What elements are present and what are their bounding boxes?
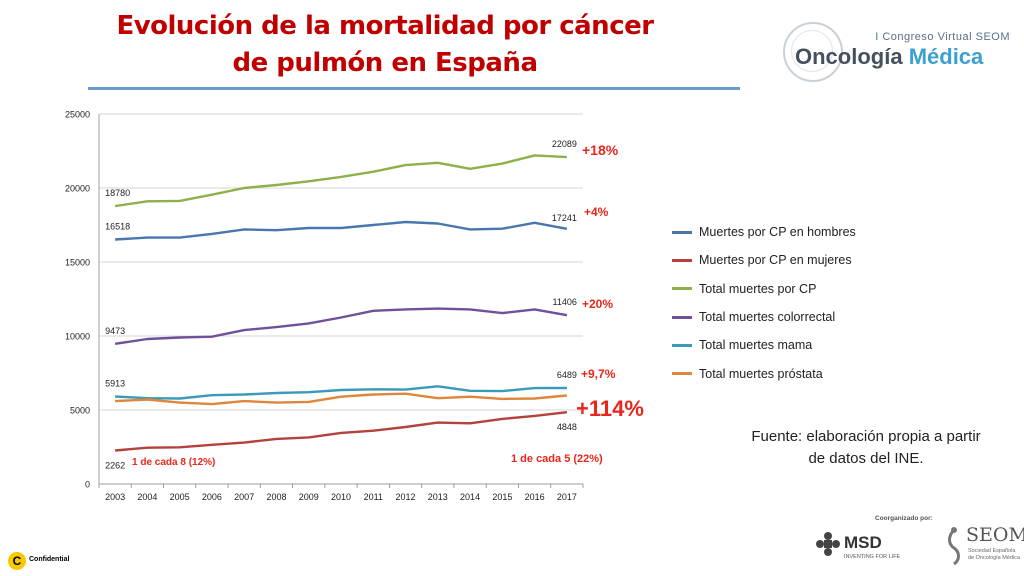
- congress-brand: Oncología Médica: [795, 44, 983, 70]
- y-tick-label: 10000: [65, 332, 90, 342]
- chart-gridlines: [99, 113, 583, 485]
- annotation-hombres: +4%: [584, 205, 609, 219]
- legend-item: Muertes por CP en mujeres: [672, 246, 856, 274]
- seom-logo: SEOM Sociedad Española de Oncología Médi…: [940, 522, 1024, 572]
- x-tick-label: 2008: [266, 492, 286, 502]
- msd-mark-icon: [816, 532, 840, 556]
- legend-item: Total muertes por CP: [672, 275, 856, 303]
- seom-name: SEOM: [966, 524, 1024, 546]
- series-line-total_cp: [114, 154, 567, 208]
- series-line-mujeres: [114, 411, 568, 452]
- data-label: 2262: [105, 461, 125, 471]
- data-label: 11406: [553, 297, 577, 307]
- y-axis: 0 5000 10000 15000 20000 25000: [65, 110, 100, 490]
- series-line-colorrectal: [114, 307, 568, 345]
- data-label: 5913: [105, 378, 125, 388]
- chart-series: [114, 154, 568, 452]
- msd-name: MSD: [844, 533, 882, 552]
- x-tick-label: 2012: [396, 492, 416, 502]
- brand-oncologia: Oncología: [795, 44, 903, 69]
- confidential-icon: C: [8, 552, 26, 570]
- legend-swatch: [672, 287, 692, 291]
- legend-label: Muertes por CP en mujeres: [699, 253, 852, 268]
- logo-ring-inner: [791, 30, 833, 72]
- x-tick-label: 2007: [234, 492, 254, 502]
- annotation-total-cp: +18%: [582, 142, 619, 158]
- x-tick-label: 2017: [557, 492, 577, 502]
- annotation-ratio-2003: 1 de cada 8 (12%): [132, 457, 215, 468]
- x-tick-label: 2009: [299, 492, 319, 502]
- source-line-2: de datos del INE.: [808, 450, 924, 467]
- x-tick-label: 2015: [492, 492, 512, 502]
- title-underline: [88, 87, 740, 90]
- legend-label: Total muertes por CP: [699, 281, 817, 296]
- data-label: 4848: [557, 422, 577, 432]
- chart-data-labels: 18780 16518 9473 5913 2262 22089 17241 11406 648…: [105, 139, 577, 470]
- y-tick-label: 5000: [70, 406, 90, 416]
- legend-label: Total muertes próstata: [699, 366, 823, 381]
- msd-tagline: INVENTING FOR LIFE: [844, 554, 901, 560]
- data-label: 9473: [105, 326, 125, 336]
- chart-annotations: +18% +4% +20% +9,7% +114% 1 de cada 8 (1…: [132, 142, 644, 468]
- annotation-colorrectal: +20%: [582, 297, 613, 311]
- legend-label: Total muertes mama: [699, 338, 813, 353]
- annotation-mama: +9,7%: [581, 367, 616, 381]
- series-line-hombres: [115, 220, 568, 241]
- legend-swatch: [672, 230, 692, 234]
- legend-item: Total muertes próstata: [672, 359, 856, 387]
- x-tick-label: 2005: [170, 492, 190, 502]
- annotation-mujeres: +114%: [576, 396, 644, 421]
- congress-name: I Congreso Virtual SEOM: [875, 31, 1010, 43]
- legend-label: Total muertes colorrectal: [699, 310, 836, 325]
- title-line-1: Evolución de la mortalidad por cáncer: [116, 11, 654, 41]
- msd-logo: MSD INVENTING FOR LIFE: [812, 528, 904, 568]
- data-label: 18780: [105, 188, 130, 198]
- legend-item: Total muertes mama: [672, 331, 856, 359]
- brand-medica: Médica: [908, 44, 984, 69]
- chart-legend: Muertes por CP en hombres Muertes por CP…: [672, 218, 856, 388]
- source-line-1: Fuente: elaboración propia a partir: [751, 428, 981, 445]
- coorganized-label: Coorganizado por:: [875, 515, 933, 522]
- x-tick-label: 2004: [137, 492, 157, 502]
- legend-swatch: [672, 258, 692, 262]
- data-label: 6489: [557, 370, 577, 380]
- y-tick-label: 20000: [65, 184, 90, 194]
- x-axis: 2003 2004 2005 2006 2007 2008 2009 2010 2011 2012…: [98, 483, 584, 502]
- series-line-prostata: [115, 392, 568, 406]
- x-tick-label: 2013: [428, 492, 448, 502]
- legend-label: Muertes por CP en hombres: [699, 225, 856, 240]
- x-tick-label: 2010: [331, 492, 351, 502]
- legend-item: Muertes por CP en hombres: [672, 218, 856, 246]
- data-label: 17241: [552, 213, 577, 223]
- confidential-badge: C Confidential: [4, 550, 94, 574]
- y-tick-label: 25000: [65, 110, 90, 120]
- legend-swatch: [672, 315, 692, 319]
- annotation-ratio-2017: 1 de cada 5 (22%): [511, 453, 603, 465]
- x-tick-label: 2006: [202, 492, 222, 502]
- data-label: 22089: [552, 139, 577, 149]
- legend-swatch: [672, 372, 692, 376]
- slide-title: Evolución de la mortalidad por cáncer de…: [60, 8, 710, 82]
- legend-item: Total muertes colorrectal: [672, 303, 856, 331]
- logo-ring-outer: [783, 22, 843, 82]
- y-tick-label: 15000: [65, 258, 90, 268]
- title-line-2: de pulmón en España: [232, 48, 539, 78]
- series-line-mama: [115, 385, 567, 400]
- legend-swatch: [672, 343, 692, 347]
- confidential-label: Confidential: [29, 556, 70, 563]
- x-tick-label: 2011: [364, 492, 383, 502]
- x-tick-label: 2003: [105, 492, 125, 502]
- seom-emblem-icon: [948, 527, 960, 566]
- data-label: 16518: [105, 222, 130, 232]
- congress-logo: I Congreso Virtual SEOM Oncología Médica: [775, 18, 1015, 88]
- source-note: Fuente: elaboración propia a partir de d…: [722, 426, 1010, 470]
- seom-subtitle: Sociedad Española de Oncología Médica: [968, 548, 1020, 561]
- x-tick-label: 2016: [525, 492, 545, 502]
- x-tick-label: 2014: [460, 492, 480, 502]
- y-tick-label: 0: [85, 480, 90, 490]
